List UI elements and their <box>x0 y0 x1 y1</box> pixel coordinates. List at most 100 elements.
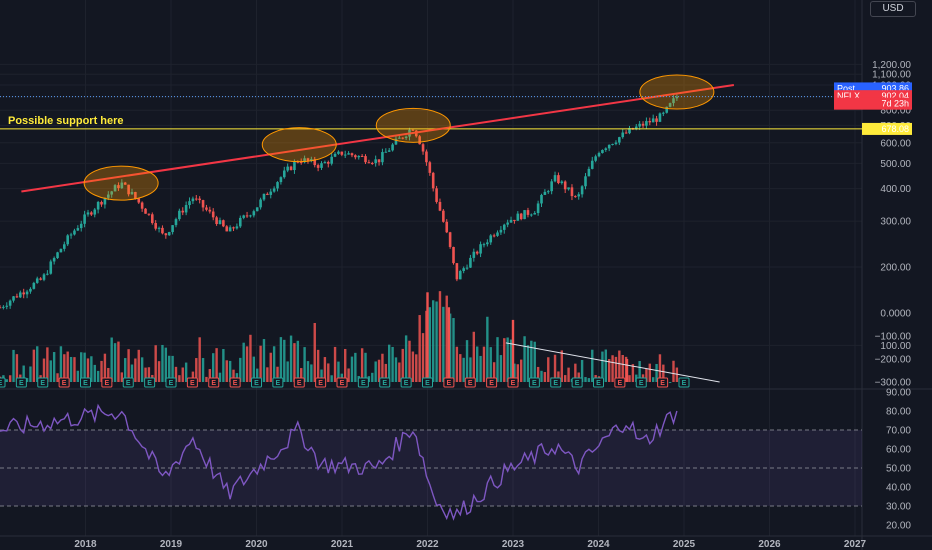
candle-body <box>150 214 154 224</box>
currency-selector[interactable]: USD <box>870 1 916 17</box>
candle-body <box>621 132 625 138</box>
candle-body <box>590 160 594 169</box>
candle <box>117 182 120 191</box>
candle-body <box>506 222 509 225</box>
candle <box>486 239 489 247</box>
earnings-marker-box <box>0 377 6 388</box>
candle <box>479 241 482 258</box>
volume-bar <box>388 344 391 382</box>
candle <box>86 209 90 217</box>
candle-body <box>39 278 42 280</box>
candle <box>401 137 405 140</box>
volume-bar <box>506 337 509 382</box>
earnings-marker: E <box>486 377 498 388</box>
volume-bar <box>648 363 651 382</box>
earnings-marker-label: E <box>682 380 687 387</box>
candle-body <box>272 188 276 192</box>
candle-body <box>157 227 161 229</box>
candle-body <box>519 213 523 220</box>
volume-bar <box>327 363 330 382</box>
candle <box>110 190 113 198</box>
volume-bar <box>530 340 533 382</box>
candle <box>607 144 611 152</box>
candle-body <box>8 300 12 306</box>
candle-body <box>435 188 438 202</box>
earnings-marker-label: E <box>639 380 644 387</box>
volume-bar <box>313 322 316 382</box>
candle-body <box>574 196 577 198</box>
candle-body <box>404 136 408 139</box>
candle-body <box>587 168 591 177</box>
candle <box>343 150 347 159</box>
candle-body <box>465 267 469 269</box>
candle <box>614 140 618 146</box>
candle <box>364 154 367 165</box>
candle-body <box>316 165 320 168</box>
candle-body <box>597 153 601 157</box>
volume-bar <box>472 331 476 382</box>
earnings-marker: E <box>208 377 220 388</box>
volume-bar <box>651 377 655 382</box>
candle <box>19 290 22 299</box>
candle <box>289 165 293 171</box>
candle <box>543 189 547 196</box>
candle-body <box>63 244 66 249</box>
earnings-marker-label: E <box>318 380 323 387</box>
earnings-marker-box <box>336 377 348 388</box>
candle <box>255 207 259 212</box>
candle-body <box>222 220 225 227</box>
candle <box>658 112 662 123</box>
earnings-marker-box <box>678 377 690 388</box>
volume-bar <box>120 372 124 382</box>
candle <box>167 231 171 236</box>
volume-bar <box>526 345 530 382</box>
candle-body <box>577 194 581 197</box>
candle <box>323 160 327 164</box>
volume-bar <box>411 351 415 382</box>
candle <box>63 241 66 252</box>
volume-bar <box>289 335 293 382</box>
candle <box>621 128 625 139</box>
candle-body <box>130 192 134 195</box>
candle <box>127 184 130 197</box>
price-axis-tick-label: 100.00 <box>880 341 911 352</box>
earnings-marker: E <box>251 377 262 388</box>
earnings-marker: E <box>593 377 604 388</box>
rsi-line <box>0 403 678 521</box>
candle-body <box>584 176 587 187</box>
candle-body <box>56 252 59 259</box>
volume-bar <box>306 361 310 382</box>
candle-body <box>293 161 296 171</box>
candle <box>587 166 591 177</box>
volume-bar <box>93 364 96 382</box>
earnings-marker-label: E <box>468 380 473 387</box>
volume-bar <box>499 355 503 382</box>
volume-bar <box>445 295 448 382</box>
price-label-background <box>862 122 912 135</box>
volume-bar <box>404 335 408 382</box>
volume-bar <box>90 356 93 382</box>
volume-bar <box>591 349 594 382</box>
candle-body <box>553 175 557 182</box>
earnings-marker-label: E <box>489 380 494 387</box>
volume-bar <box>107 367 110 382</box>
candle-body <box>52 258 56 262</box>
earnings-marker: E <box>315 377 327 388</box>
candle-body <box>489 235 493 243</box>
volume-bar <box>543 372 547 382</box>
price-axis-tick-label: 600.00 <box>880 138 911 149</box>
candle-body <box>607 144 611 149</box>
earnings-marker: E <box>443 377 455 388</box>
earnings-marker-box <box>208 377 220 388</box>
volume-bar <box>607 359 611 382</box>
candle-body <box>5 305 9 307</box>
candle-body <box>384 151 388 153</box>
candle <box>49 259 53 275</box>
candle-body <box>563 181 567 190</box>
candle-body <box>225 226 229 232</box>
candle <box>618 136 621 145</box>
candle-body <box>279 177 283 183</box>
volume-bar <box>384 363 388 382</box>
